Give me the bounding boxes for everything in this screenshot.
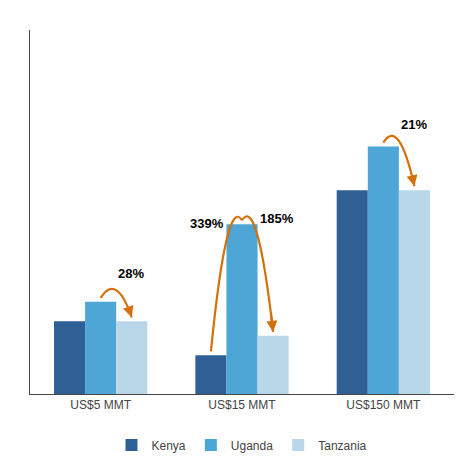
svg-text:Uganda: Uganda: [231, 439, 273, 453]
svg-text:US$15 MMT: US$15 MMT: [208, 398, 276, 412]
svg-text:339%: 339%: [190, 216, 224, 231]
svg-text:185%: 185%: [260, 211, 294, 226]
svg-text:21%: 21%: [401, 117, 427, 132]
svg-text:US$5 MMT: US$5 MMT: [70, 398, 131, 412]
svg-text:Tanzania: Tanzania: [318, 439, 366, 453]
svg-text:28%: 28%: [118, 266, 144, 281]
svg-text:US$150 MMT: US$150 MMT: [346, 398, 421, 412]
svg-text:Kenya: Kenya: [152, 439, 186, 453]
